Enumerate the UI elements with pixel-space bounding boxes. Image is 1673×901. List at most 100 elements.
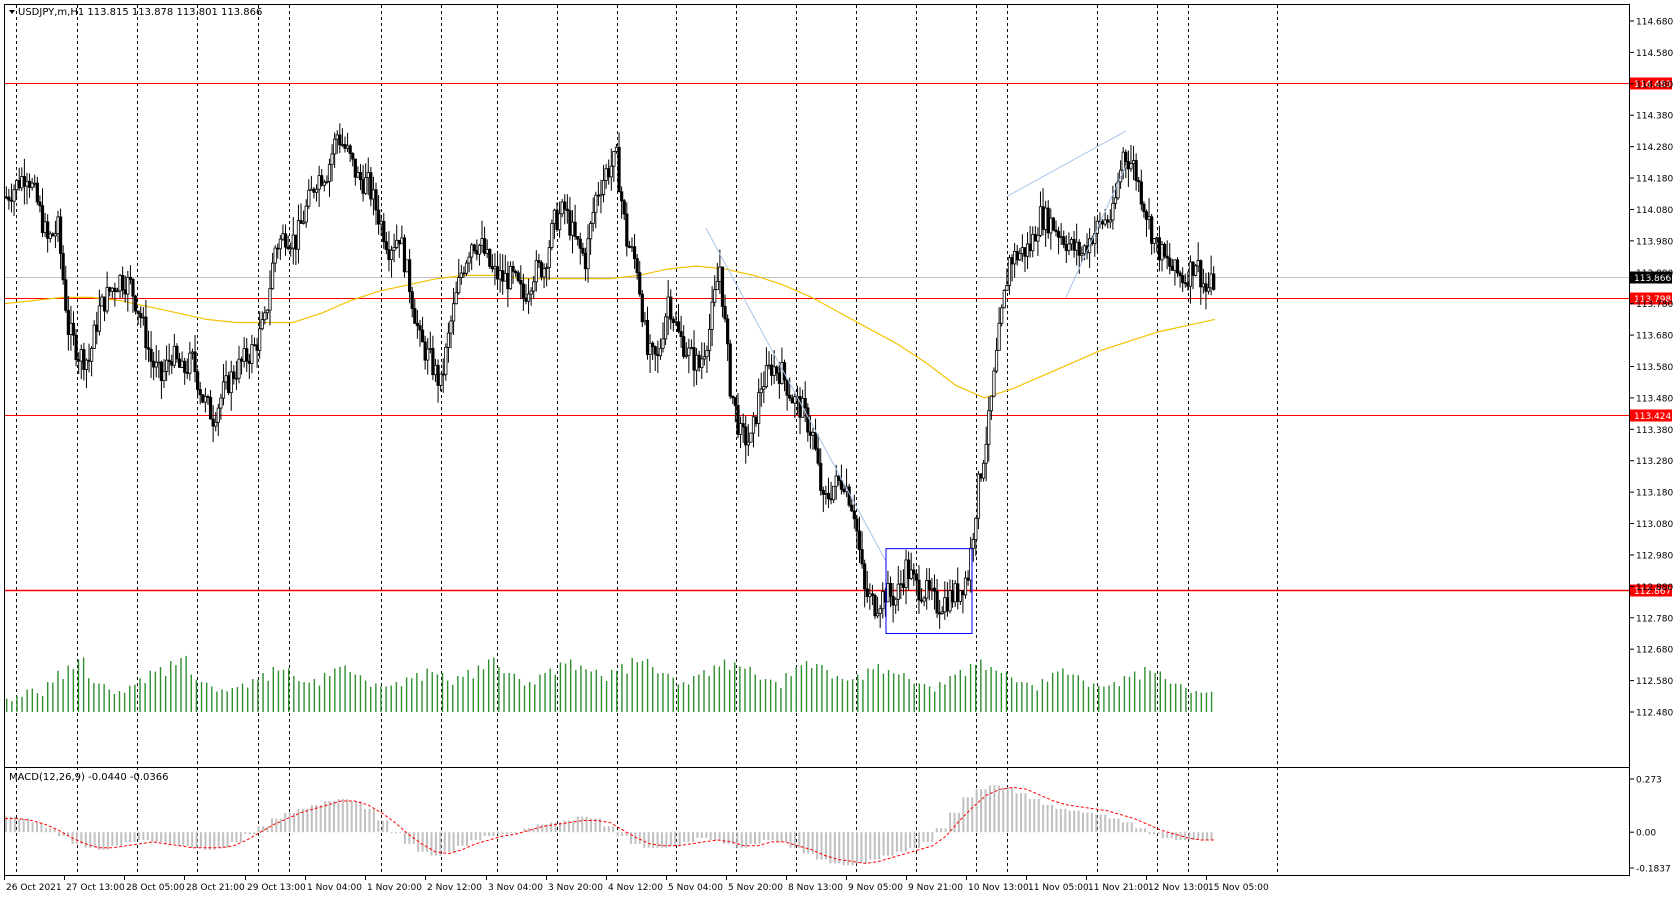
y-tick-label: 114.380 [1636,112,1673,122]
volume-bar [282,670,285,712]
macd-histogram-bar [1042,804,1045,833]
candle-body [663,316,668,340]
candle-body [353,158,357,178]
macd-histogram-bar [80,832,83,844]
candle-body [356,171,360,178]
candle-body [811,431,815,436]
triangle-down-icon[interactable] [9,10,15,14]
candle-body [451,303,456,322]
volume-bar [1108,685,1110,712]
candle-body [1183,282,1187,285]
x-tick-label: 28 Oct 05:00 [126,883,185,893]
volume-bar [918,683,921,712]
volume-bar [139,678,141,712]
volume-bar [739,666,741,712]
candle-body [956,583,960,602]
volume-bar [549,668,551,712]
macd-histogram-bar [895,832,898,852]
candle-body [516,272,520,281]
volume-bar [467,670,469,712]
candle-body [1002,289,1006,309]
candle-body [586,238,590,270]
volume-bar [231,688,233,712]
volume-bar [672,677,674,712]
x-tick-label: 29 Oct 13:00 [247,883,306,893]
macd-histogram-bar [949,812,952,833]
candle-body [51,233,55,237]
candle-body [777,372,781,384]
candle-body [286,246,290,250]
candle-body [170,361,174,366]
candle-body [395,239,399,248]
macd-histogram-bar [625,832,628,837]
candle-body [873,595,877,617]
candle-body [736,405,740,435]
candle-body [989,395,993,412]
macd-histogram-bar [1183,832,1186,840]
candle-body [1150,216,1154,244]
candle-body [48,233,52,239]
candle-body [33,182,37,185]
volume-bar [1210,691,1213,712]
time-axis-labels: 26 Oct 2021 27 Oct 13:00 28 Oct 05:00 28 Oc… [4,876,1269,893]
candle-body [932,587,937,592]
candle-body [526,293,531,302]
volume-bar [769,679,772,712]
candle-body [82,349,86,370]
volume-bar [980,659,982,712]
volume-bar [1133,671,1136,712]
candle-body [938,612,942,615]
macd-histogram-bar [953,812,956,833]
candle-body [211,418,215,427]
macd-histogram-bar [705,832,708,839]
volume-bar [154,671,157,712]
volume-bar [1016,682,1018,712]
candle-body [713,289,717,303]
macd-histogram-bar [634,832,637,844]
candle-body [405,259,409,273]
volume-bar [944,684,946,712]
candle-body [860,549,864,565]
candle-body [1062,236,1066,246]
candle-body [648,342,652,355]
candle-body [705,349,709,358]
volume-bar [1072,674,1074,712]
candle-body [345,145,350,149]
macd-histogram-bar [426,832,429,852]
candle-body [992,370,996,397]
volume-bar [236,687,239,712]
volume-bar [728,670,731,712]
volume-bar [857,674,859,712]
candle-body [312,188,316,193]
macd-histogram-bar [1166,832,1169,839]
volume-bar [677,684,680,712]
candle-body [1075,241,1079,251]
moving-average-line [4,265,1216,399]
macd-histogram-bar [802,832,805,854]
macd-histogram-bar [723,832,726,844]
volume-bar [718,666,721,712]
macd-histogram-bar [53,828,56,833]
candle-body [1186,282,1190,287]
candle-body [508,266,513,290]
candle-body [408,259,412,293]
volume-bar [195,679,198,712]
macd-histogram-bar [173,832,176,844]
macd-histogram-bar [678,832,681,846]
macd-histogram-bar [691,832,694,842]
volume-bar [308,682,310,712]
candle-body [433,364,438,376]
macd-histogram-bar [168,832,171,844]
candle-body [878,608,882,614]
candle-body [576,236,580,240]
candle-body [371,189,376,200]
macd-histogram-bar [962,797,965,833]
macd-histogram-bar [421,832,424,852]
macd-histogram-bar [262,826,265,833]
volume-bar [564,663,567,712]
candle-body [638,272,642,295]
macd-histogram-bar [776,832,779,842]
candle-body [728,343,732,397]
candle-body [573,221,577,237]
